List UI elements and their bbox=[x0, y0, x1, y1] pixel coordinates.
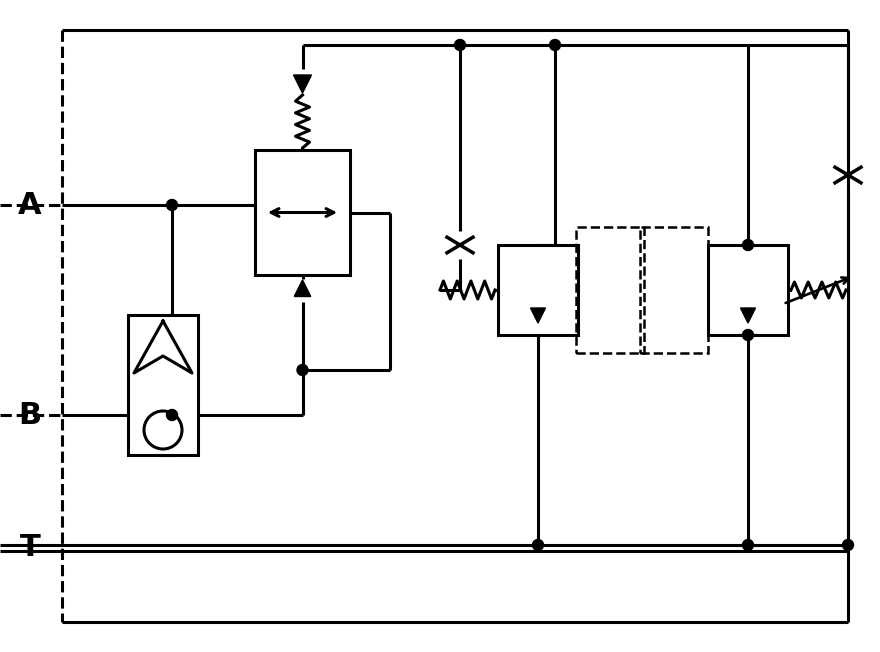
Circle shape bbox=[454, 40, 466, 50]
Polygon shape bbox=[531, 308, 546, 323]
Bar bbox=[255, 150, 350, 275]
Text: A: A bbox=[18, 190, 42, 220]
Bar bbox=[576, 227, 644, 353]
Circle shape bbox=[743, 239, 753, 250]
Polygon shape bbox=[294, 75, 312, 93]
Text: T: T bbox=[19, 533, 40, 563]
Bar bbox=[708, 245, 788, 335]
Polygon shape bbox=[294, 280, 311, 297]
Circle shape bbox=[743, 329, 753, 340]
Polygon shape bbox=[740, 308, 756, 323]
Circle shape bbox=[166, 200, 178, 211]
Circle shape bbox=[532, 539, 544, 550]
Bar bbox=[498, 245, 578, 335]
Circle shape bbox=[842, 539, 854, 550]
Bar bbox=[128, 315, 198, 455]
Text: B: B bbox=[18, 400, 41, 430]
Circle shape bbox=[297, 364, 308, 376]
Circle shape bbox=[743, 539, 753, 550]
Bar bbox=[640, 227, 708, 353]
Circle shape bbox=[549, 40, 561, 50]
Circle shape bbox=[166, 409, 178, 421]
